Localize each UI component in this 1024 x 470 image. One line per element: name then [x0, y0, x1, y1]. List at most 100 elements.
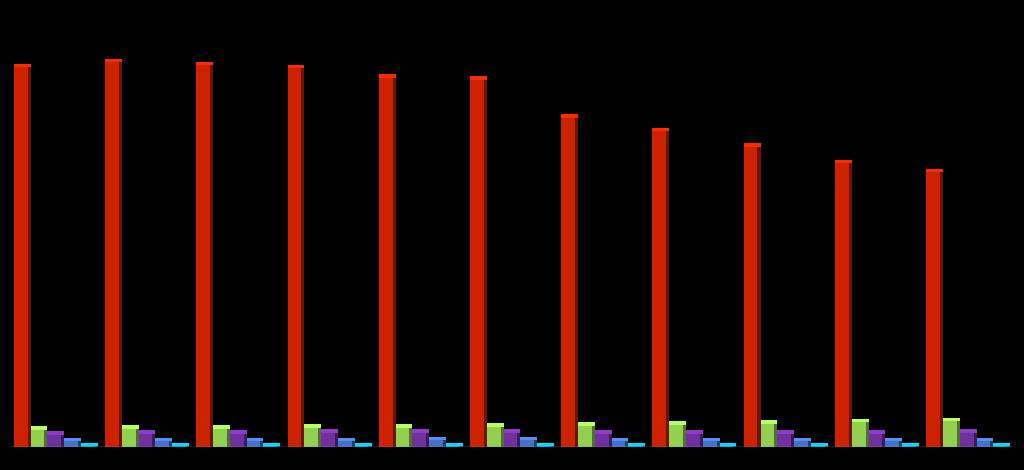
Bar [902, 445, 915, 446]
Bar [720, 445, 733, 446]
Bar [579, 424, 592, 446]
Bar [611, 439, 626, 446]
Bar [868, 432, 883, 446]
Bar [172, 445, 186, 446]
Bar [247, 438, 263, 441]
Bar [486, 423, 504, 427]
Bar [670, 423, 683, 446]
Bar [993, 445, 1007, 446]
Bar [304, 426, 318, 446]
Bar [301, 67, 304, 446]
Bar [186, 445, 189, 446]
Bar [227, 427, 230, 446]
Bar [230, 432, 244, 446]
Bar [47, 431, 65, 435]
Bar [338, 438, 354, 441]
Bar [720, 443, 736, 446]
Bar [426, 431, 429, 446]
Bar [792, 432, 794, 446]
Bar [517, 431, 520, 446]
Bar [470, 76, 486, 79]
Bar [501, 425, 504, 446]
Bar [758, 145, 761, 446]
Bar [213, 425, 230, 429]
Bar [197, 62, 213, 65]
Bar [304, 424, 322, 428]
Bar [811, 445, 824, 446]
Bar [504, 429, 520, 433]
Bar [686, 431, 702, 434]
Bar [288, 67, 301, 446]
Bar [413, 431, 426, 446]
Bar [794, 438, 811, 441]
Bar [278, 445, 281, 446]
Bar [926, 171, 940, 446]
Bar [429, 437, 445, 440]
Bar [263, 445, 278, 446]
Bar [486, 425, 501, 446]
Bar [31, 428, 44, 446]
Bar [210, 63, 213, 446]
Bar [31, 426, 47, 430]
Bar [122, 427, 135, 446]
Bar [1007, 445, 1010, 446]
Bar [943, 418, 959, 422]
Bar [65, 438, 81, 441]
Bar [699, 432, 702, 446]
Bar [733, 445, 736, 446]
Bar [824, 445, 827, 446]
Bar [717, 439, 720, 446]
Bar [410, 426, 413, 446]
Bar [213, 427, 227, 446]
Bar [883, 432, 886, 446]
Bar [413, 429, 429, 433]
Bar [595, 432, 608, 446]
Bar [886, 438, 902, 441]
Bar [811, 443, 827, 446]
Bar [351, 439, 354, 446]
Bar [761, 420, 777, 423]
Bar [61, 433, 65, 446]
Bar [852, 419, 868, 423]
Bar [959, 431, 974, 446]
Bar [395, 426, 410, 446]
Bar [335, 431, 338, 446]
Bar [119, 61, 122, 446]
Bar [105, 59, 122, 62]
Bar [47, 433, 61, 446]
Bar [926, 169, 943, 172]
Bar [81, 443, 98, 446]
Bar [575, 116, 579, 446]
Bar [956, 420, 959, 446]
Bar [686, 432, 699, 446]
Bar [899, 439, 902, 446]
Bar [14, 64, 31, 67]
Bar [777, 432, 792, 446]
Bar [835, 161, 849, 446]
Bar [561, 116, 575, 446]
Bar [561, 114, 579, 118]
Bar [551, 445, 554, 446]
Bar [852, 421, 865, 446]
Bar [338, 439, 351, 446]
Bar [702, 438, 720, 441]
Bar [156, 438, 172, 441]
Bar [943, 420, 956, 446]
Bar [902, 443, 919, 446]
Bar [974, 431, 977, 446]
Bar [761, 422, 774, 446]
Bar [743, 143, 761, 147]
Bar [445, 443, 463, 446]
Bar [977, 438, 993, 441]
Bar [520, 437, 538, 440]
Bar [579, 422, 595, 425]
Bar [263, 443, 281, 446]
Bar [520, 438, 535, 446]
Bar [608, 432, 611, 446]
Bar [774, 422, 777, 446]
Bar [247, 439, 260, 446]
Bar [156, 439, 169, 446]
Bar [354, 445, 369, 446]
Bar [592, 424, 595, 446]
Bar [78, 439, 81, 446]
